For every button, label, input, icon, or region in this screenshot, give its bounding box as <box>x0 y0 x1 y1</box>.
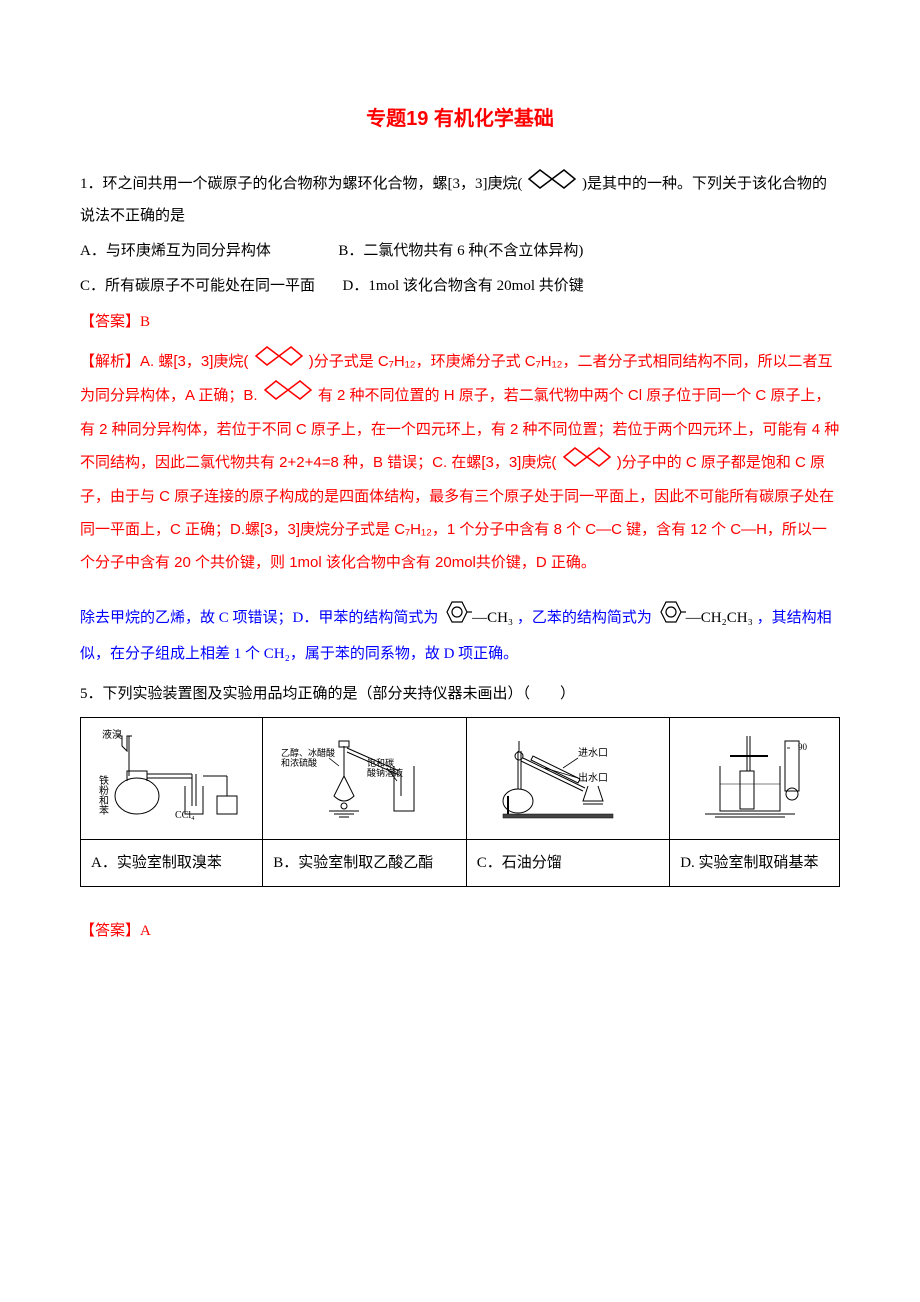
benzene-ring-icon <box>442 599 472 638</box>
svg-text:和浓硫酸: 和浓硫酸 <box>281 757 317 768</box>
benzene-ring-icon <box>656 599 686 638</box>
svg-text:苯: 苯 <box>99 804 109 817</box>
spiro-diamond-icon <box>561 446 613 480</box>
extra-part1: 除去甲烷的乙烯，故 C 项错误；D．甲苯的结构简式为 <box>80 610 442 626</box>
q1-option-c: C．所有碳原子不可能处在同一平面 <box>80 278 315 294</box>
q1-stem: 1．环之间共用一个碳原子的化合物称为螺环化合物，螺[3，3]庚烷( )是其中的一… <box>80 168 840 231</box>
q1-option-a: A．与环庚烯互为同分异构体 <box>80 243 271 259</box>
page-title: 专题19 有机化学基础 <box>80 100 840 138</box>
q1-option-b: B．二氯代物共有 6 种(不含立体异构) <box>338 243 583 259</box>
q5-stem: 5．下列实验装置图及实验用品均正确的是（部分夹持仪器未画出）（ ） <box>80 679 840 709</box>
label-cell-b: B．实验室制取乙酸乙酯 <box>263 840 467 887</box>
svg-text:CCl₄: CCl₄ <box>175 810 195 821</box>
label-cell-c: C．石油分馏 <box>466 840 670 887</box>
spiro-diamond-icon <box>526 168 578 201</box>
apparatus-cell-a: 液溴 铁 粉 和 苯 CCl₄ <box>81 717 263 840</box>
label-cell-d: D. 实验室制取硝基苯 <box>670 840 840 887</box>
svg-text:出水口: 出水口 <box>578 771 608 784</box>
spiro-diamond-icon <box>253 345 305 379</box>
apparatus-b-icon: 乙醇、冰醋酸 和浓硫酸 饱和碳 酸钠溶液 <box>279 726 449 821</box>
svg-text:90: 90 <box>798 742 808 752</box>
label-cell-a: A．实验室制取溴苯 <box>81 840 263 887</box>
svg-text:液溴: 液溴 <box>102 728 122 741</box>
q5-answer: 【答案】A <box>80 917 840 946</box>
experiment-table: 液溴 铁 粉 和 苯 CCl₄ 乙醇、冰醋酸 和浓硫酸 饱和碳 <box>80 717 840 888</box>
apparatus-cell-d: 90 <box>670 717 840 840</box>
extra-explanation: 除去甲烷的乙烯，故 C 项错误；D．甲苯的结构简式为 —CH₃ ，乙苯的结构简式… <box>80 599 840 671</box>
exp-label: 【解析】 <box>80 353 140 370</box>
apparatus-c-icon: 进水口 出水口 <box>483 726 653 821</box>
exp-part4: )分子中的 C 原子都是饱和 C 原子，由于与 C 原子连接的原子构成的是四面体… <box>80 454 834 571</box>
spiro-diamond-icon <box>262 379 314 413</box>
table-row: A．实验室制取溴苯 B．实验室制取乙酸乙酯 C．石油分馏 D. 实验室制取硝基苯 <box>81 840 840 887</box>
exp-part1: A. 螺[3，3]庚烷( <box>140 353 253 370</box>
q1-option-d: D．1mol 该化合物含有 20mol 共价键 <box>343 278 584 294</box>
formula-ch2ch3: —CH₂CH₃ <box>686 610 753 626</box>
apparatus-a-icon: 液溴 铁 粉 和 苯 CCl₄ <box>97 726 247 821</box>
apparatus-cell-b: 乙醇、冰醋酸 和浓硫酸 饱和碳 酸钠溶液 <box>263 717 467 840</box>
svg-text:饱和碳: 饱和碳 <box>367 757 394 768</box>
q1-answer: 【答案】B <box>80 308 840 337</box>
svg-text:乙醇、冰醋酸: 乙醇、冰醋酸 <box>281 747 335 758</box>
q1-options-2: C．所有碳原子不可能处在同一平面 D．1mol 该化合物含有 20mol 共价键 <box>80 272 840 301</box>
q1-explanation: 【解析】A. 螺[3，3]庚烷( )分子式是 C₇H₁₂，环庚烯分子式 C₇H₁… <box>80 345 840 579</box>
formula-ch3: —CH₃ <box>472 610 513 626</box>
q1-stem-part1: 1．环之间共用一个碳原子的化合物称为螺环化合物，螺[3，3]庚烷( <box>80 176 526 192</box>
apparatus-cell-c: 进水口 出水口 <box>466 717 670 840</box>
svg-text:酸钠溶液: 酸钠溶液 <box>367 767 403 778</box>
q1-options: A．与环庚烯互为同分异构体 B．二氯代物共有 6 种(不含立体异构) <box>80 237 840 266</box>
extra-part2: ，乙苯的结构简式为 <box>517 610 656 626</box>
apparatus-d-icon: 90 <box>690 726 820 821</box>
svg-text:进水口: 进水口 <box>578 747 608 759</box>
table-row: 液溴 铁 粉 和 苯 CCl₄ 乙醇、冰醋酸 和浓硫酸 饱和碳 <box>81 717 840 840</box>
